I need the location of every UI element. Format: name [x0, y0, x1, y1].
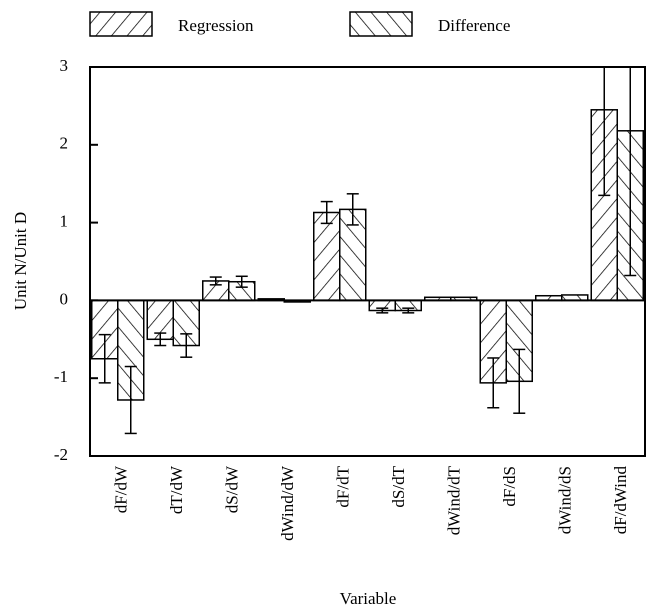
- plot-frame: [89, 66, 646, 457]
- x-tick-label: dF/dW: [112, 465, 131, 513]
- y-tick-label: 0: [60, 289, 69, 308]
- x-tick-label: dF/dWind: [611, 466, 630, 535]
- y-tick-label: -1: [54, 367, 68, 386]
- y-axis-title: Unit N/Unit D: [11, 212, 30, 310]
- legend-label: Difference: [438, 16, 510, 35]
- x-tick-label: dF/dS: [500, 466, 519, 507]
- x-tick-label: dT/dW: [167, 465, 186, 514]
- x-tick-label: dWind/dS: [556, 466, 575, 534]
- x-tick-label: dWind/dW: [278, 465, 297, 541]
- x-tick-label: dS/dW: [223, 465, 242, 513]
- bar: [313, 211, 341, 302]
- x-tick-label: dS/dT: [389, 465, 408, 507]
- legend-swatch: [89, 11, 153, 37]
- legend-swatch: [349, 11, 413, 37]
- y-tick-label: 3: [60, 56, 69, 75]
- y-tick-label: 2: [60, 134, 69, 153]
- x-tick-label: dF/dT: [334, 465, 353, 507]
- y-tick-label: 1: [60, 212, 69, 231]
- x-axis-title: Variable: [340, 589, 397, 608]
- plot-area: [91, 67, 644, 435]
- y-tick-label: -2: [54, 445, 68, 464]
- legend-label: Regression: [178, 16, 254, 35]
- x-tick-label: dWind/dT: [445, 465, 464, 535]
